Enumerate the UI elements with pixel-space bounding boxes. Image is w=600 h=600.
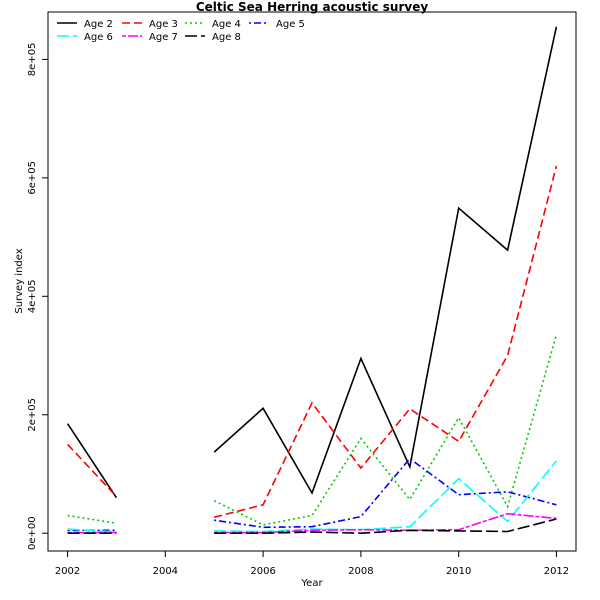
x-tick-label: 2010: [446, 566, 471, 577]
legend-label-age-2: Age 2: [84, 19, 113, 30]
legend-label-age-6: Age 6: [84, 32, 113, 43]
y-tick-label: 6e+05: [27, 161, 38, 195]
series-line-age-3: [214, 165, 558, 518]
y-tick-label: 0e+00: [27, 516, 38, 550]
plot-area: 2002 2004 2006 2008 2010 2012 0e+00 2e+05 4e+05 6…: [27, 11, 577, 577]
legend-label-age-3: Age 3: [149, 19, 178, 30]
y-axis-title: Survey index: [14, 248, 25, 313]
series-line-age-2: [213, 26, 558, 495]
chart-title: Celtic Sea Herring acoustic survey: [196, 0, 429, 14]
legend-label-age-4: Age 4: [212, 19, 241, 30]
legend-label-age-7: Age 7: [149, 32, 178, 43]
x-tick-label: 2006: [250, 566, 275, 577]
legend-label-age-8: Age 8: [212, 32, 241, 43]
series-line-age-6: [67, 528, 117, 533]
series-line-age-4: [67, 514, 117, 524]
series-line-age-2: [66, 423, 118, 499]
y-tick-label: 2e+05: [27, 398, 38, 432]
legend: Age 2 Age 3 Age 4 Age 5 Age 6 Age 7 Age 8: [57, 19, 305, 43]
x-tick-label: 2012: [544, 566, 569, 577]
plot-frame: [47, 11, 577, 552]
y-tick-label: 8e+05: [27, 43, 38, 77]
y-tick-label: 4e+05: [27, 279, 38, 313]
x-tick-label: 2004: [153, 566, 178, 577]
series-line-age-8: [214, 518, 557, 535]
series-line-age-6: [214, 460, 558, 533]
legend-label-age-5: Age 5: [276, 19, 305, 30]
x-tick-label: 2008: [348, 566, 373, 577]
series-line-age-5: [214, 457, 557, 529]
x-axis-title: Year: [300, 578, 323, 589]
x-tick-label: 2002: [55, 566, 80, 577]
